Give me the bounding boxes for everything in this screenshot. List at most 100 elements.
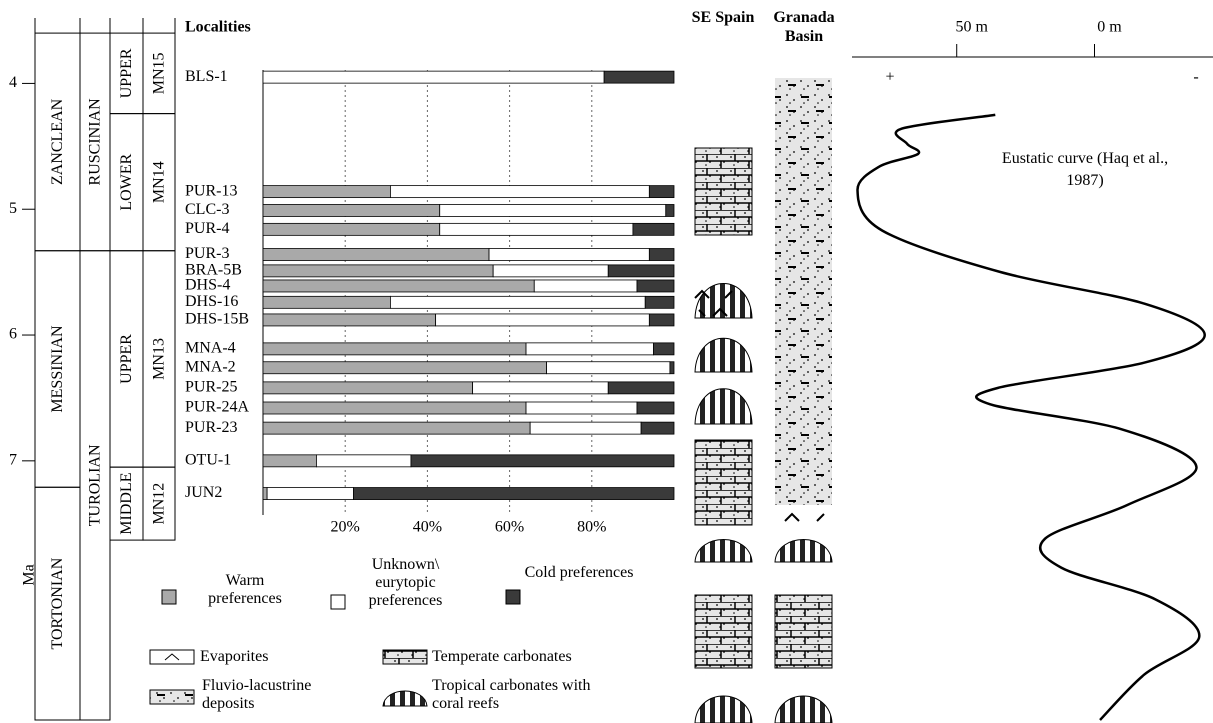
bar-segment xyxy=(653,343,674,355)
bar-segment xyxy=(263,280,534,292)
bar-segment xyxy=(526,343,653,355)
coral-reef xyxy=(695,540,752,563)
strat-label: MN15 xyxy=(151,52,168,94)
strat-label: TORTONIAN xyxy=(49,557,66,649)
lithology-label: Evaporites xyxy=(200,648,268,666)
bar-segment xyxy=(608,265,674,277)
coral-reef xyxy=(695,696,752,723)
localities-title: Localities xyxy=(185,19,251,36)
strat-label: MN13 xyxy=(151,338,168,380)
bar-segment xyxy=(263,71,604,83)
temperate-carbonates xyxy=(695,440,752,525)
locality-label: DHS-16 xyxy=(185,293,238,310)
bar-segment xyxy=(649,186,674,198)
bar-segment xyxy=(530,422,641,434)
legend-swatch xyxy=(162,590,176,604)
lithology-label: Fluvio-lacustrine deposits xyxy=(202,677,332,713)
legend-label: Unknown\ eurytopic preferences xyxy=(348,556,463,610)
bar-segment xyxy=(263,488,267,500)
locality-label: PUR-25 xyxy=(185,379,237,396)
curve-annotation: Eustatic curve (Haq et al., 1987) xyxy=(1000,148,1170,192)
locality-label: PUR-3 xyxy=(185,245,229,262)
bar-segment xyxy=(263,362,547,374)
legend-swatch xyxy=(506,590,520,604)
bar-segment xyxy=(473,382,609,394)
locality-label: PUR-23 xyxy=(185,419,237,436)
bar-segment xyxy=(489,249,649,261)
bar-segment xyxy=(263,204,440,216)
bar-segment xyxy=(353,488,674,500)
locality-label: DHS-15B xyxy=(185,311,249,328)
strat-label: ZANCLEAN xyxy=(49,98,66,185)
bar-segment xyxy=(534,280,637,292)
locality-label: CLC-3 xyxy=(185,201,229,218)
locality-label: MNA-2 xyxy=(185,358,236,375)
legend-icon xyxy=(150,650,194,664)
bar-segment xyxy=(645,296,674,308)
bar-segment xyxy=(649,249,674,261)
bar-segment xyxy=(670,362,674,374)
evaporites xyxy=(785,514,824,521)
strat-label: RUSCINIAN xyxy=(87,98,104,186)
bar-segment xyxy=(440,223,633,235)
bar-segment xyxy=(263,223,440,235)
x-tick-label: 50 m xyxy=(955,19,988,36)
x-tick-label: 60% xyxy=(495,519,524,536)
strat-label: MN12 xyxy=(151,483,168,525)
strat-label: LOWER xyxy=(118,153,135,210)
strat-label: UPPER xyxy=(118,334,135,384)
bar-segment xyxy=(436,314,650,326)
temperate-carbonates xyxy=(695,148,752,235)
bar-segment xyxy=(263,343,526,355)
eustatic-curve xyxy=(857,115,1204,720)
bar-segment xyxy=(641,422,674,434)
sign-label: + xyxy=(885,69,894,86)
temperate-carbonates xyxy=(775,595,832,668)
locality-label: PUR-13 xyxy=(185,182,237,199)
temperate-carbonates xyxy=(695,595,752,668)
locality-label: MNA-4 xyxy=(185,340,236,357)
column-header: Granada Basin xyxy=(764,8,844,46)
strat-label: MN14 xyxy=(151,161,168,203)
bar-segment xyxy=(390,296,645,308)
bar-segment xyxy=(604,71,674,83)
bar-segment xyxy=(263,422,530,434)
lithology-label: Tropical carbonates with coral reefs xyxy=(432,677,612,713)
bar-segment xyxy=(263,455,316,467)
strat-label: MESSINIAN xyxy=(49,325,66,413)
bar-segment xyxy=(263,249,489,261)
coral-reef xyxy=(383,691,427,706)
bar-segment xyxy=(267,488,353,500)
coral-reef xyxy=(695,338,752,372)
y-tick-label: 4 xyxy=(9,74,17,91)
figure: 4567MaZANCLEANMESSINIANTORTONIANRUSCINIA… xyxy=(0,0,1213,723)
bar-segment xyxy=(263,382,473,394)
bar-segment xyxy=(637,402,674,414)
coral-reef xyxy=(695,389,752,424)
locality-label: PUR-24A xyxy=(185,399,249,416)
legend-label: Cold preferences xyxy=(524,564,634,582)
bar-segment xyxy=(547,362,670,374)
bar-segment xyxy=(633,223,674,235)
lithology-label: Temperate carbonates xyxy=(432,648,572,666)
locality-label: JUN2 xyxy=(185,484,222,501)
coral-reef xyxy=(775,540,832,563)
locality-label: OTU-1 xyxy=(185,452,231,469)
bar-segment xyxy=(316,455,411,467)
bar-segment xyxy=(263,314,436,326)
chart: 4567MaZANCLEANMESSINIANTORTONIANRUSCINIA… xyxy=(0,0,1213,723)
bar-segment xyxy=(608,382,674,394)
fluvio-lacustrine xyxy=(775,78,832,505)
bar-segment xyxy=(263,265,493,277)
legend-icon xyxy=(383,650,427,664)
bar-segment xyxy=(649,314,674,326)
bar-segment xyxy=(637,280,674,292)
bar-segment xyxy=(440,204,666,216)
sign-label: - xyxy=(1193,69,1198,86)
coral-reef xyxy=(775,696,832,723)
legend-label: Warm preferences xyxy=(190,572,300,608)
y-tick-label: 6 xyxy=(9,326,17,343)
bar-segment xyxy=(263,186,390,198)
strat-label: UPPER xyxy=(118,48,135,98)
strat-label: TUROLIAN xyxy=(87,444,104,526)
